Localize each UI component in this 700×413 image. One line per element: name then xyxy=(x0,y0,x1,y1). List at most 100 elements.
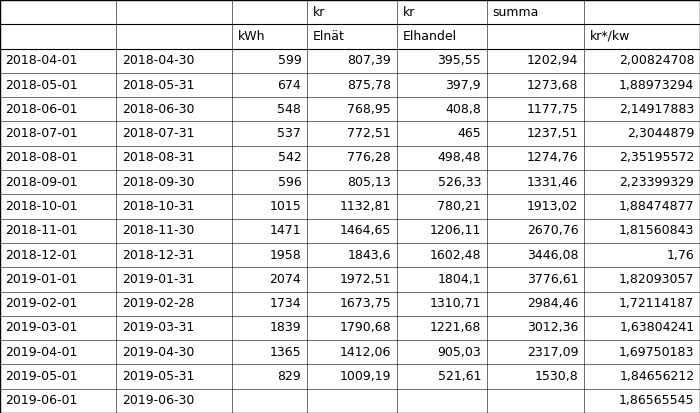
Text: 905,03: 905,03 xyxy=(438,346,481,359)
Text: 1412,06: 1412,06 xyxy=(340,346,391,359)
Text: 1790,68: 1790,68 xyxy=(340,321,391,335)
Text: 772,51: 772,51 xyxy=(347,127,391,140)
Text: 2018-08-01: 2018-08-01 xyxy=(6,152,78,164)
Text: 674: 674 xyxy=(278,78,302,92)
Text: 2018-10-01: 2018-10-01 xyxy=(6,200,78,213)
Text: 1,63804241: 1,63804241 xyxy=(620,321,694,335)
Text: 599: 599 xyxy=(278,54,302,67)
Text: 2018-06-30: 2018-06-30 xyxy=(122,103,194,116)
Text: 2,14917883: 2,14917883 xyxy=(619,103,694,116)
Text: 2,35195572: 2,35195572 xyxy=(619,152,694,164)
Text: 2018-10-31: 2018-10-31 xyxy=(122,200,194,213)
Text: 2984,46: 2984,46 xyxy=(527,297,578,310)
Text: kr*/kw: kr*/kw xyxy=(589,30,630,43)
Text: 2019-02-01: 2019-02-01 xyxy=(6,297,78,310)
Text: 1464,65: 1464,65 xyxy=(340,224,391,237)
Text: 2018-09-30: 2018-09-30 xyxy=(122,176,194,189)
Text: 807,39: 807,39 xyxy=(347,54,391,67)
Text: 2018-06-01: 2018-06-01 xyxy=(6,103,78,116)
Text: 1,81560843: 1,81560843 xyxy=(619,224,694,237)
Text: 3776,61: 3776,61 xyxy=(527,273,578,286)
Text: 526,33: 526,33 xyxy=(438,176,481,189)
Text: 2018-05-01: 2018-05-01 xyxy=(6,78,78,92)
Text: 1237,51: 1237,51 xyxy=(527,127,578,140)
Text: 1331,46: 1331,46 xyxy=(527,176,578,189)
Text: 875,78: 875,78 xyxy=(347,78,391,92)
Text: 1,69750183: 1,69750183 xyxy=(619,346,694,359)
Text: 2018-05-31: 2018-05-31 xyxy=(122,78,194,92)
Text: 2018-11-01: 2018-11-01 xyxy=(6,224,78,237)
Text: 2019-04-30: 2019-04-30 xyxy=(122,346,194,359)
Text: 596: 596 xyxy=(278,176,302,189)
Text: kr: kr xyxy=(402,6,415,19)
Text: 1,88973294: 1,88973294 xyxy=(619,78,694,92)
Text: kr: kr xyxy=(313,6,325,19)
Text: 1365: 1365 xyxy=(270,346,302,359)
Text: 2019-01-01: 2019-01-01 xyxy=(6,273,78,286)
Text: 2018-04-30: 2018-04-30 xyxy=(122,54,194,67)
Text: summa: summa xyxy=(492,6,538,19)
Text: 1602,48: 1602,48 xyxy=(430,249,481,261)
Text: 1913,02: 1913,02 xyxy=(527,200,578,213)
Text: 2019-04-01: 2019-04-01 xyxy=(6,346,78,359)
Text: 548: 548 xyxy=(277,103,302,116)
Text: 498,48: 498,48 xyxy=(438,152,481,164)
Text: 1206,11: 1206,11 xyxy=(430,224,481,237)
Text: 3012,36: 3012,36 xyxy=(527,321,578,335)
Text: 1,86565545: 1,86565545 xyxy=(619,394,694,407)
Text: 1,82093057: 1,82093057 xyxy=(619,273,694,286)
Text: 397,9: 397,9 xyxy=(445,78,481,92)
Text: 1843,6: 1843,6 xyxy=(348,249,391,261)
Text: 1202,94: 1202,94 xyxy=(527,54,578,67)
Text: 2018-08-31: 2018-08-31 xyxy=(122,152,194,164)
Text: 2074: 2074 xyxy=(270,273,302,286)
Text: 2670,76: 2670,76 xyxy=(526,224,578,237)
Text: 1310,71: 1310,71 xyxy=(430,297,481,310)
Text: 542: 542 xyxy=(278,152,302,164)
Text: 2019-06-01: 2019-06-01 xyxy=(6,394,78,407)
Text: 1673,75: 1673,75 xyxy=(340,297,391,310)
Text: 805,13: 805,13 xyxy=(347,176,391,189)
Text: 521,61: 521,61 xyxy=(438,370,481,383)
Text: 1,76: 1,76 xyxy=(666,249,694,261)
Text: 1972,51: 1972,51 xyxy=(340,273,391,286)
Text: 829: 829 xyxy=(278,370,302,383)
Text: kWh: kWh xyxy=(238,30,265,43)
Text: 2019-05-31: 2019-05-31 xyxy=(122,370,194,383)
Text: 408,8: 408,8 xyxy=(445,103,481,116)
Text: 1,88474877: 1,88474877 xyxy=(619,200,694,213)
Text: 1530,8: 1530,8 xyxy=(535,370,578,383)
Text: 1009,19: 1009,19 xyxy=(340,370,391,383)
Text: 2019-03-01: 2019-03-01 xyxy=(6,321,78,335)
Text: 537: 537 xyxy=(277,127,302,140)
Text: 1132,81: 1132,81 xyxy=(340,200,391,213)
Text: 2,23399329: 2,23399329 xyxy=(620,176,694,189)
Text: 2,3044879: 2,3044879 xyxy=(627,127,694,140)
Text: 1273,68: 1273,68 xyxy=(527,78,578,92)
Text: 2317,09: 2317,09 xyxy=(527,346,578,359)
Text: 2019-02-28: 2019-02-28 xyxy=(122,297,194,310)
Text: 2018-12-31: 2018-12-31 xyxy=(122,249,194,261)
Text: 2019-01-31: 2019-01-31 xyxy=(122,273,194,286)
Text: 395,55: 395,55 xyxy=(438,54,481,67)
Text: Elnät: Elnät xyxy=(313,30,344,43)
Text: 2018-12-01: 2018-12-01 xyxy=(6,249,78,261)
Text: 768,95: 768,95 xyxy=(347,103,391,116)
Text: 1804,1: 1804,1 xyxy=(438,273,481,286)
Text: 2,00824708: 2,00824708 xyxy=(619,54,694,67)
Text: 2018-04-01: 2018-04-01 xyxy=(6,54,78,67)
Text: 2018-09-01: 2018-09-01 xyxy=(6,176,78,189)
Text: 1015: 1015 xyxy=(270,200,302,213)
Text: 776,28: 776,28 xyxy=(347,152,391,164)
Text: 2019-05-01: 2019-05-01 xyxy=(6,370,78,383)
Text: 780,21: 780,21 xyxy=(438,200,481,213)
Text: 2018-11-30: 2018-11-30 xyxy=(122,224,194,237)
Text: 3446,08: 3446,08 xyxy=(527,249,578,261)
Text: 2019-06-30: 2019-06-30 xyxy=(122,394,194,407)
Text: 1221,68: 1221,68 xyxy=(430,321,481,335)
Text: 2018-07-01: 2018-07-01 xyxy=(6,127,78,140)
Text: 1839: 1839 xyxy=(270,321,302,335)
Text: 1471: 1471 xyxy=(270,224,302,237)
Text: Elhandel: Elhandel xyxy=(402,30,456,43)
Text: 2019-03-31: 2019-03-31 xyxy=(122,321,194,335)
